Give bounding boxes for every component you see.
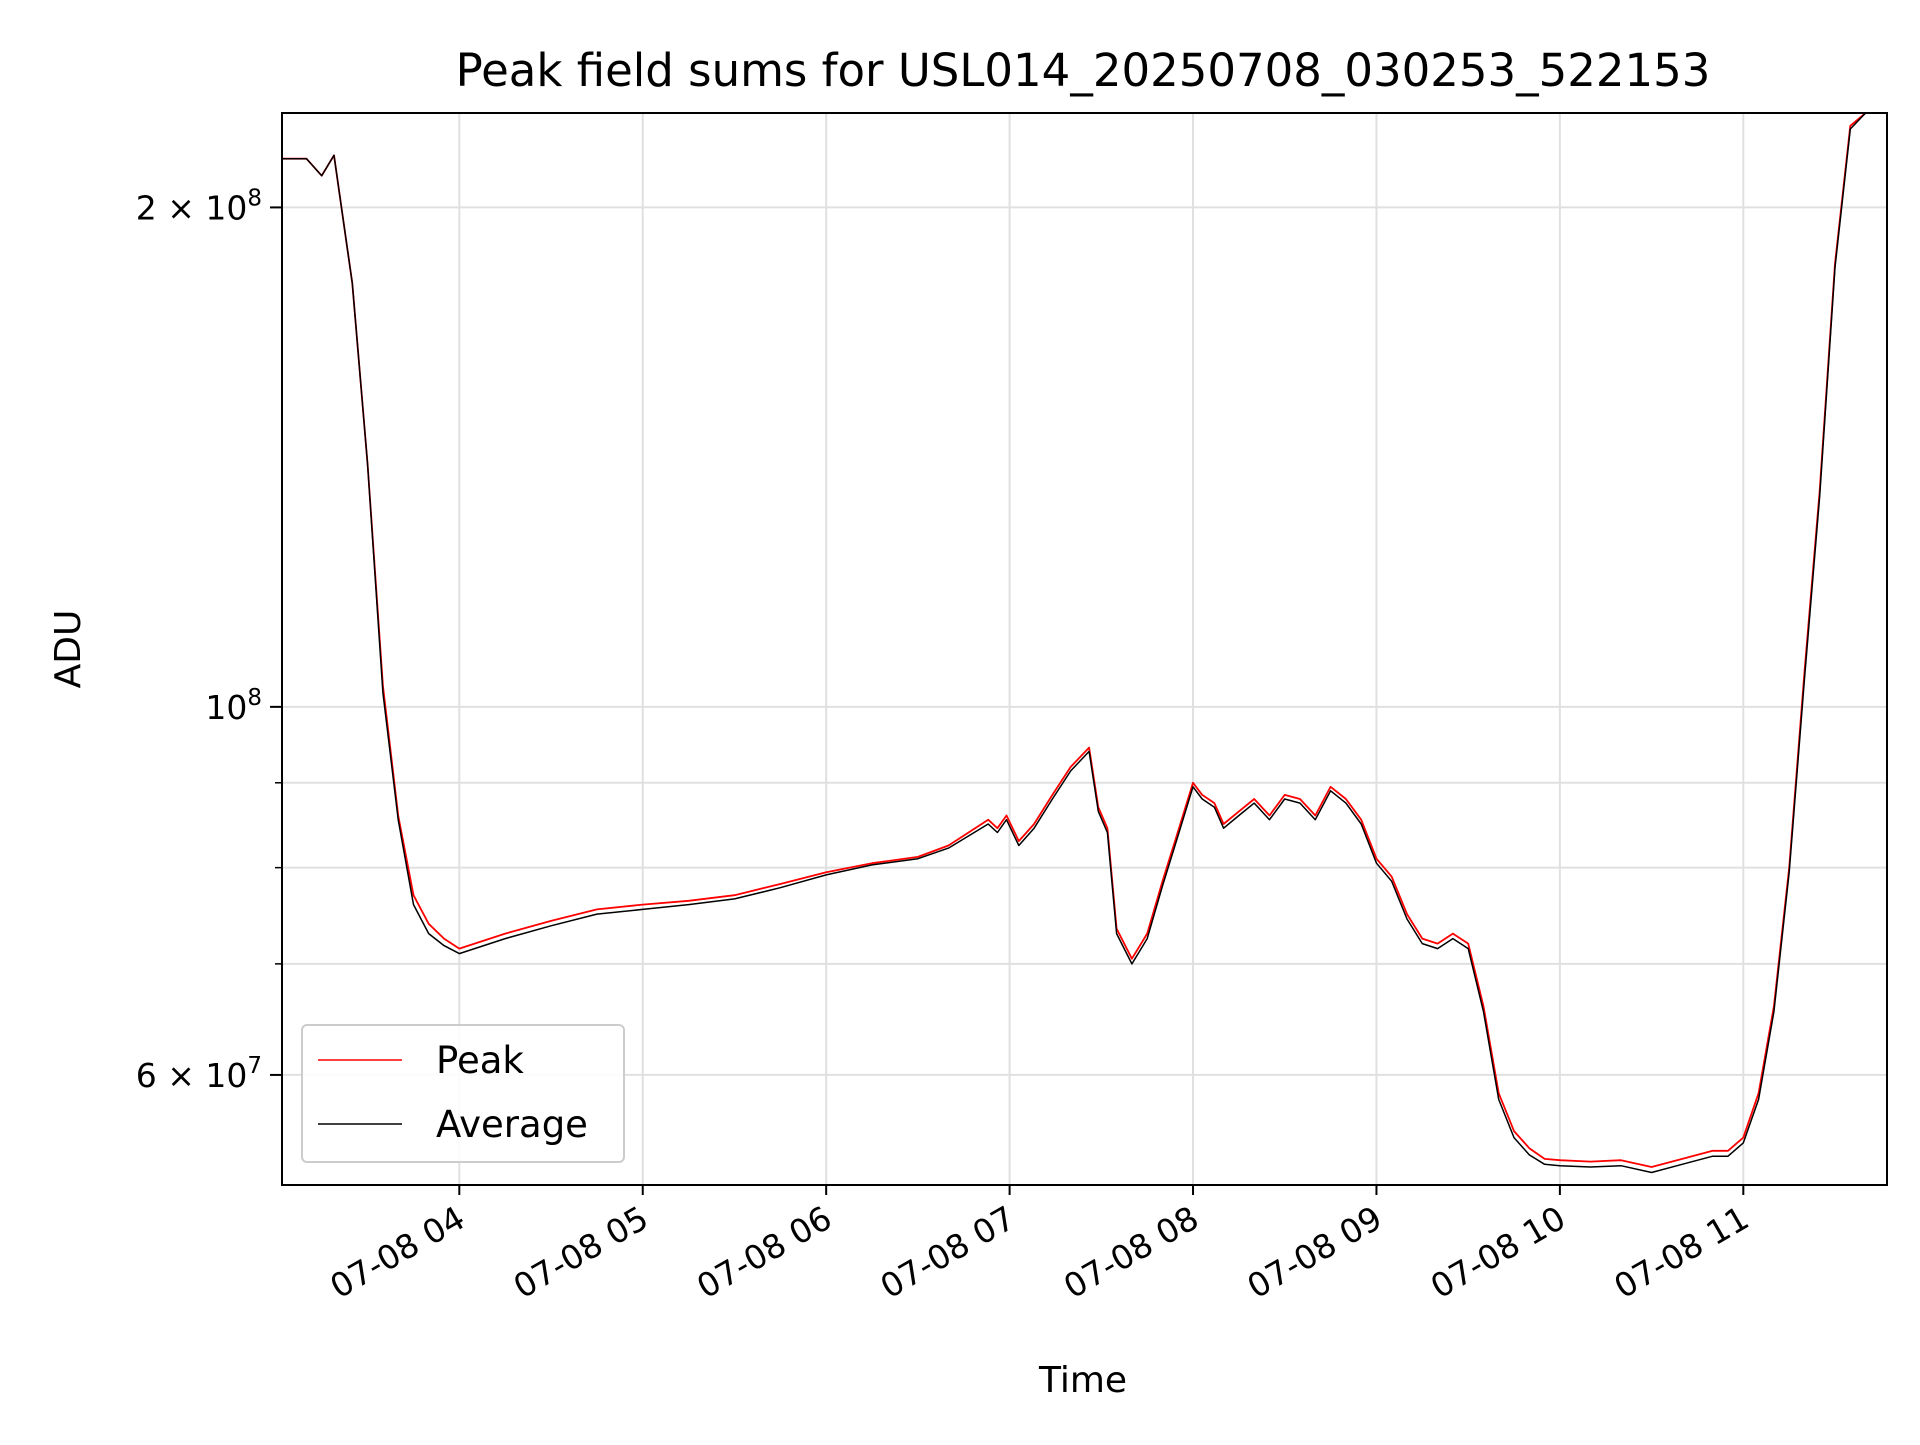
x-tick-label: 07-08 08 xyxy=(1057,1198,1205,1306)
y-axis-ticks: 2 × 108 108 6 × 107 xyxy=(136,185,282,1095)
x-tick-label: 07-08 06 xyxy=(690,1198,838,1306)
y-tick-label: 2 × 108 xyxy=(136,185,262,227)
plot-frame xyxy=(281,112,1888,1186)
x-axis-label: Time xyxy=(1038,1360,1127,1401)
y-tick-label: 108 xyxy=(205,685,262,727)
legend-label-average: Average xyxy=(436,1103,588,1146)
series-line-peak xyxy=(282,112,1887,1168)
x-tick-label: 07-08 11 xyxy=(1607,1198,1755,1306)
plot-series xyxy=(282,112,1887,1174)
chart-title: Peak field sums for USL014_20250708_0302… xyxy=(456,44,1711,97)
series-line-average xyxy=(282,112,1887,1174)
legend-label-peak: Peak xyxy=(436,1039,524,1082)
x-tick-label: 07-08 07 xyxy=(874,1198,1022,1306)
x-tick-label: 07-08 10 xyxy=(1424,1198,1572,1306)
x-axis-ticks: 07-08 04 07-08 05 07-08 06 07-08 07 07-08 08… xyxy=(323,1185,1755,1306)
x-tick-label: 07-08 05 xyxy=(507,1198,655,1306)
legend: Peak Average xyxy=(301,1024,625,1163)
y-tick-label: 6 × 107 xyxy=(136,1053,262,1095)
x-tick-label: 07-08 04 xyxy=(323,1198,471,1306)
x-tick-label: 07-08 09 xyxy=(1240,1198,1388,1306)
y-axis-label: ADU xyxy=(48,610,89,689)
